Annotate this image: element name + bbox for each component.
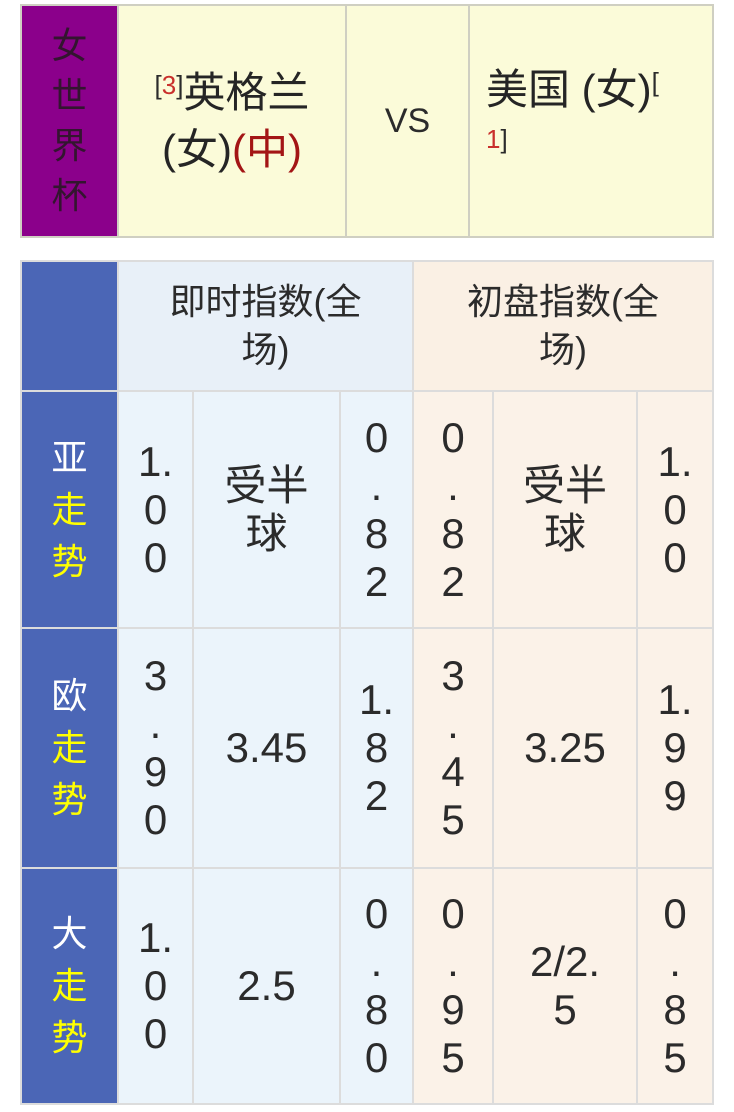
away-ref-close: ] xyxy=(500,124,508,154)
asian-live-handicap: 受半 球 xyxy=(192,390,341,629)
asian-live-away-odds: 0 . 8 2 xyxy=(338,390,415,629)
home-team-name: 英格兰 xyxy=(183,68,310,116)
euro-live-away-odds: 1. 8 2 xyxy=(338,627,415,869)
euro-trend-label: 欧走 势 xyxy=(23,670,116,826)
vs-label: VS xyxy=(345,4,470,238)
euro-trend-label-cell: 欧走 势 xyxy=(20,627,119,869)
asian-initial-handicap: 受半 球 xyxy=(492,390,639,629)
euro-trend-row: 欧走 势 3 . 9 0 3.45 1. 8 2 3 . 4 5 3.25 1.… xyxy=(20,627,715,869)
asian-trend-label-cell: 亚走 势 xyxy=(20,390,119,629)
away-seed-ref-link[interactable]: 1] xyxy=(486,124,508,154)
total-live-over-odds: 1. 0 0 xyxy=(117,867,194,1105)
total-trend-row: 大走 势 1. 0 0 2.5 0 . 8 0 0 . 9 5 2/2. 5 0… xyxy=(20,867,715,1105)
home-seed-ref-link[interactable]: [3] xyxy=(155,70,184,100)
home-team-gender: (女) xyxy=(162,125,232,173)
total-initial-over-odds: 0 . 9 5 xyxy=(412,867,495,1105)
asian-live-home-odds: 1. 0 0 xyxy=(117,390,194,629)
away-team-line2: 1] xyxy=(486,121,711,178)
odds-table: 即时指数(全 场) 初盘指数(全 场) 亚走 势 1. 0 0 受半 球 0 .… xyxy=(20,260,715,1105)
total-initial-under-odds: 0 . 8 5 xyxy=(636,867,715,1105)
total-trend-label-rest: 走 势 xyxy=(51,965,88,1058)
home-ref-open: [ xyxy=(154,69,162,100)
home-ref-number: 3 xyxy=(161,69,177,100)
initial-index-title: 初盘指数(全 场) xyxy=(467,281,660,370)
odds-corner-cell xyxy=(20,260,119,392)
away-team-cell: 美国 (女)[ 1] xyxy=(468,4,714,238)
live-index-title: 即时指数(全 场) xyxy=(169,281,362,370)
away-ref-open[interactable]: [ xyxy=(651,67,659,97)
total-trend-label: 大走 势 xyxy=(23,908,116,1064)
euro-trend-label-rest: 走 势 xyxy=(51,727,88,820)
asian-initial-away-odds: 1. 0 0 xyxy=(636,390,715,629)
league-name: 女 世 界 杯 xyxy=(51,25,88,216)
asian-trend-label: 亚走 势 xyxy=(23,432,116,588)
home-team-cell: [3]英格兰 (女)(中) xyxy=(117,4,347,238)
euro-initial-home-odds: 3 . 4 5 xyxy=(412,627,495,869)
asian-trend-label-first: 亚 xyxy=(51,436,88,478)
live-index-header: 即时指数(全 场) xyxy=(116,260,415,392)
home-team-line2: (女)(中) xyxy=(120,124,344,176)
total-initial-line: 2/2. 5 xyxy=(492,867,639,1105)
asian-initial-home-odds: 0 . 8 2 xyxy=(412,390,495,629)
euro-initial-draw-odds: 3.25 xyxy=(492,627,639,869)
match-header-row: 女 世 界 杯 [3]英格兰 (女)(中) VS 美国 (女)[ 1] xyxy=(20,4,714,238)
euro-live-draw-odds: 3.45 xyxy=(192,627,341,869)
odds-header-row: 即时指数(全 场) 初盘指数(全 场) xyxy=(20,260,715,392)
total-trend-label-cell: 大走 势 xyxy=(20,867,119,1105)
initial-index-header: 初盘指数(全 场) xyxy=(412,260,715,392)
league-cell: 女 世 界 杯 xyxy=(20,4,119,238)
match-header-table: 女 世 界 杯 [3]英格兰 (女)(中) VS 美国 (女)[ 1] xyxy=(20,4,714,238)
home-team-mark: (中) xyxy=(232,125,302,173)
away-team-line1: 美国 (女)[ xyxy=(486,64,711,121)
total-live-line: 2.5 xyxy=(192,867,341,1105)
total-live-under-odds: 0 . 8 0 xyxy=(338,867,415,1105)
home-ref-close: ] xyxy=(176,69,184,100)
asian-trend-label-rest: 走 势 xyxy=(51,488,88,582)
away-ref-number: 1 xyxy=(486,124,501,154)
euro-trend-label-first: 欧 xyxy=(51,675,88,716)
away-team-name: 美国 (女) xyxy=(486,66,652,113)
asian-trend-row: 亚走 势 1. 0 0 受半 球 0 . 8 2 0 . 8 2 受半 球 1.… xyxy=(20,390,715,629)
euro-live-home-odds: 3 . 9 0 xyxy=(117,627,194,869)
home-team-line1: [3]英格兰 xyxy=(120,67,344,124)
total-trend-label-first: 大 xyxy=(51,913,88,954)
euro-initial-away-odds: 1. 9 9 xyxy=(636,627,715,869)
